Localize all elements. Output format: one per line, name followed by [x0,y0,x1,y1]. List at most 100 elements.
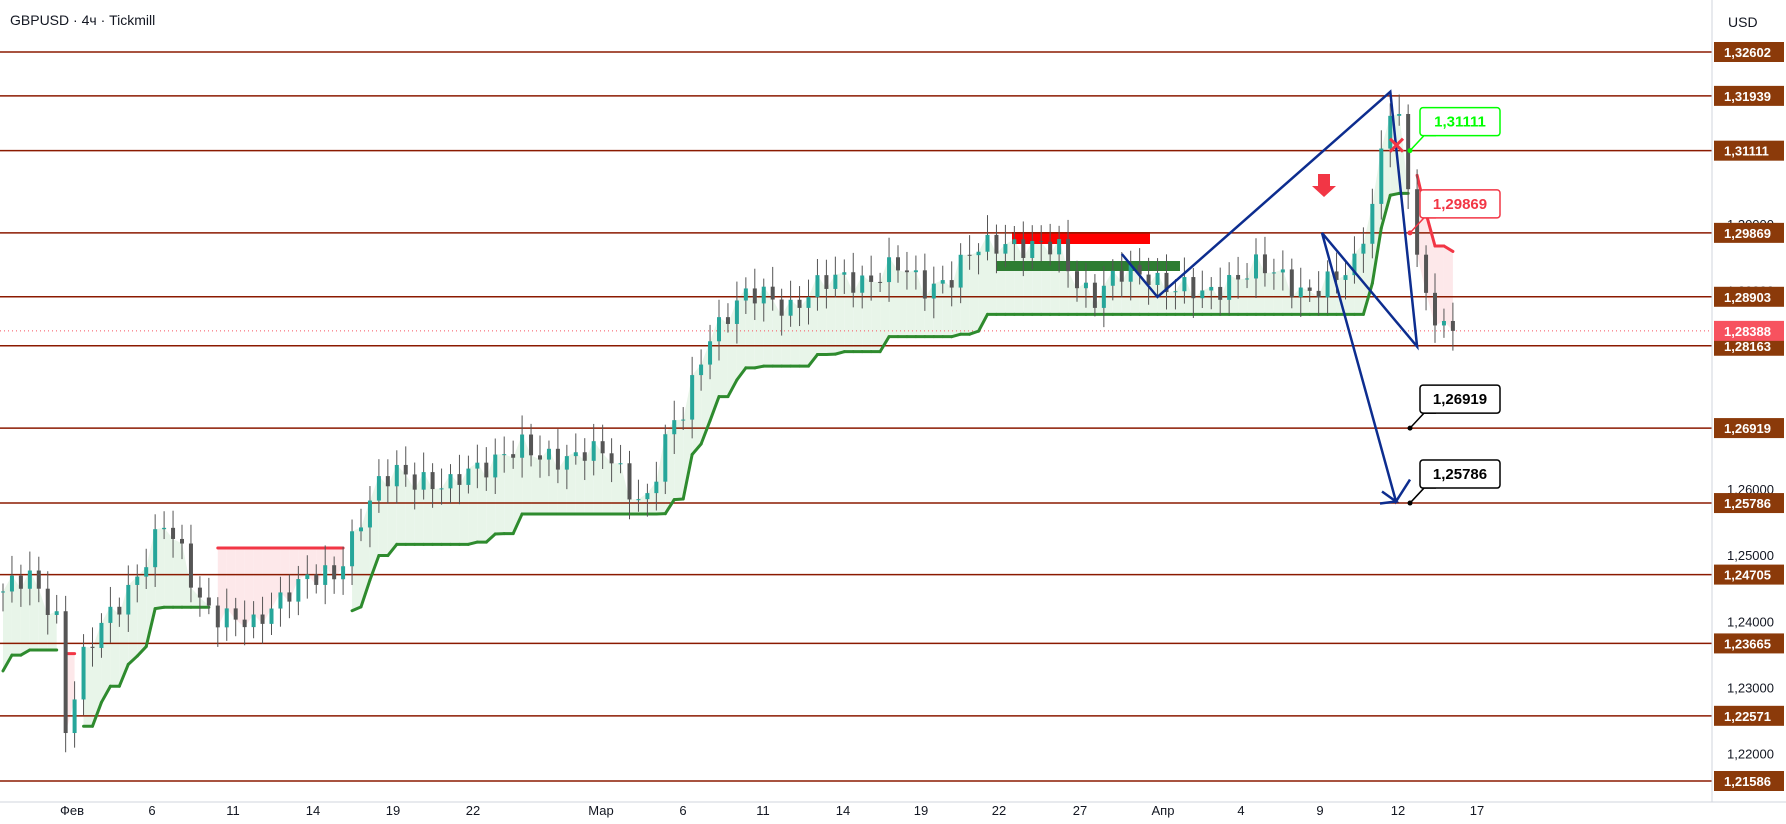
supertrend-fill [504,454,514,534]
candle-body [1191,277,1196,299]
candle-body [63,611,68,734]
candle-body [1370,203,1375,244]
supertrend-fill [754,286,764,368]
currency-label[interactable]: USD [1728,14,1758,30]
supertrend-fill [566,452,576,514]
level-price-label: 1,26919 [1724,421,1771,436]
candle-body [1066,239,1071,272]
stop-cross-icon [1388,137,1405,153]
candle-body [851,272,856,293]
supertrend-fill [1184,277,1194,315]
zone-layer [996,232,1180,271]
candle-body [887,257,892,283]
supertrend-segment [681,453,694,501]
candle-body [1137,265,1142,275]
candle-body [1083,282,1088,289]
candle-body [1397,113,1402,116]
candle-body [1182,277,1187,292]
interval-label[interactable]: 4ч [81,12,97,28]
supertrend-fill [665,420,675,514]
current-price-tag [1714,320,1784,341]
supertrend-segment [735,366,748,382]
candle-body [904,270,909,273]
candle-body [90,646,95,648]
candle-body [1245,278,1250,280]
supertrend-fill [47,611,57,650]
level-price-label: 1,23665 [1724,636,1771,651]
supertrend-fill [960,254,970,335]
candle-body [403,464,408,475]
level-price-tag [1714,564,1784,585]
supertrend-fill [629,499,639,514]
supertrend-fill [1247,254,1256,315]
supertrend-fill [871,281,881,352]
candle-body [869,275,874,282]
candle-body [1,591,5,593]
supertrend-segment [663,498,676,516]
supertrend-segment [466,540,479,546]
candle-body [976,251,981,256]
candle-body [215,605,220,628]
supertrend-fill [790,299,800,367]
supertrend-segment [91,700,103,728]
candle-body [1209,286,1214,291]
price-axis[interactable]: 1,300001,290001,270001,260001,250001,240… [0,0,1786,803]
time-axis[interactable]: Фев 6 11 14 19 22 Мар 6 11 14 19 22 27 Апр 4 9 12 17 [60,803,1484,818]
supertrend-fill [969,251,979,335]
candle-body [797,299,802,308]
time-tick-label: Фев [60,803,84,818]
supertrend-fill [3,575,12,671]
supertrend-fill [1077,282,1086,315]
candle-body [242,619,247,628]
supertrend-fill [1103,270,1113,315]
supertrend-fill [1050,239,1060,315]
supertrend-fill [1068,271,1077,315]
supertrend-fill [387,464,397,556]
candle-body [1218,286,1223,300]
candle-body [1441,320,1446,326]
candle-body [1110,270,1115,286]
level-price-label: 1,32602 [1724,45,1771,60]
candle-body [1316,290,1321,298]
supertrend-fill [531,455,540,514]
supertrend-fill [450,474,460,545]
candle-body [296,579,301,602]
candle-body [421,472,426,490]
time-tick-label: 19 [386,803,400,818]
supertrend-fill [1014,239,1024,315]
supertrend-fill [182,543,191,608]
supertrend-fill [710,317,719,421]
candle-body [725,317,730,324]
supertrend-segment [386,542,399,558]
supertrend-fill [978,234,988,332]
time-tick-label: Апр [1152,803,1175,818]
candle-body [529,434,534,456]
candle-body [779,299,784,316]
supertrend-fill [1336,275,1346,315]
supertrend-fill [307,547,317,585]
candle-body [922,270,927,299]
current-price-label: 1,28388 [1724,324,1771,339]
candle-body [493,454,498,478]
supertrend-fill [423,472,433,545]
header-separator: · [100,12,106,28]
symbol-label[interactable]: GBPUSD [10,12,70,28]
candle-body [475,462,480,469]
supertrend-fill [414,472,424,545]
supertrend-fill [1291,287,1301,315]
level-price-tag [1714,705,1784,726]
candle-body [538,455,542,460]
candle-body [770,286,775,300]
candle-body [717,317,721,342]
candle-body [484,462,489,478]
candle-body [1334,271,1339,280]
level-price-label: 1,21586 [1724,774,1771,789]
candle-body [708,341,713,365]
supertrend-fill [540,448,549,514]
candle-body [448,474,453,489]
callout-box [1419,106,1501,137]
level-price-label: 1,28903 [1724,290,1771,305]
supertrend-segment [153,605,166,611]
candle-body [1379,148,1384,204]
